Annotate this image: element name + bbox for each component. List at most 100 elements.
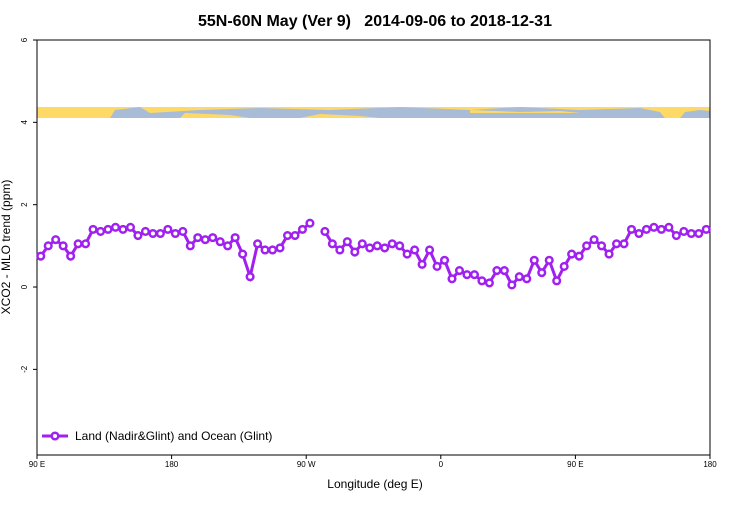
data-point xyxy=(701,224,711,234)
data-point xyxy=(43,241,53,251)
data-point xyxy=(492,266,502,276)
data-point xyxy=(58,241,68,251)
data-point xyxy=(238,249,248,259)
y-tick-label: 4 xyxy=(20,120,29,125)
data-point xyxy=(118,224,128,234)
data-point xyxy=(619,239,629,249)
data-point xyxy=(282,231,293,241)
data-point xyxy=(275,243,285,253)
data-point xyxy=(342,237,352,247)
data-point xyxy=(51,235,61,245)
data-point xyxy=(417,259,427,269)
data-point xyxy=(589,235,599,245)
data-point xyxy=(163,224,173,234)
y-tick-label: -2 xyxy=(20,365,29,373)
data-point xyxy=(140,226,150,236)
data-point xyxy=(320,226,330,236)
y-tick-label: 6 xyxy=(20,37,29,42)
data-point xyxy=(477,276,487,286)
data-point xyxy=(664,222,674,232)
data-point xyxy=(103,224,113,234)
data-point xyxy=(552,276,562,286)
data-point xyxy=(357,239,367,249)
data-point xyxy=(559,261,569,271)
data-point xyxy=(215,237,225,247)
data-point xyxy=(634,228,644,239)
data-point xyxy=(611,239,622,249)
data-point xyxy=(73,239,83,249)
data-point xyxy=(193,233,203,243)
data-point xyxy=(679,226,689,236)
x-tick-label: 90 E xyxy=(29,460,45,469)
data-point xyxy=(529,255,539,265)
data-point xyxy=(597,241,607,251)
data-point xyxy=(402,249,412,259)
data-point xyxy=(208,233,218,243)
data-point xyxy=(350,247,360,257)
data-point xyxy=(81,239,91,249)
y-tick-label: 2 xyxy=(20,202,29,207)
data-point xyxy=(626,224,637,234)
data-point xyxy=(223,241,233,251)
plot-frame xyxy=(36,39,711,456)
data-point xyxy=(335,245,345,255)
data-point xyxy=(96,226,106,236)
data-point xyxy=(447,274,457,284)
data-point xyxy=(268,245,278,255)
data-point xyxy=(290,231,300,241)
x-tick-label: 0 xyxy=(439,460,444,469)
data-point xyxy=(148,228,158,239)
data-point xyxy=(380,243,390,253)
data-point xyxy=(245,272,255,282)
data-point xyxy=(641,224,651,234)
y-axis-label: XCO2 - MLO trend (ppm) xyxy=(0,180,13,315)
data-point xyxy=(253,239,263,249)
data-point xyxy=(582,241,592,251)
data-point xyxy=(185,241,195,251)
data-point xyxy=(671,231,681,241)
x-axis-label: Longitude (deg E) xyxy=(327,477,422,491)
legend-marker xyxy=(50,431,60,441)
data-point xyxy=(155,228,165,239)
data-point xyxy=(469,270,480,280)
data-point xyxy=(387,239,397,249)
data-point xyxy=(395,241,405,251)
data-point xyxy=(305,218,315,228)
data-point xyxy=(66,251,76,261)
data-point xyxy=(372,241,382,251)
data-point xyxy=(694,228,704,239)
data-point xyxy=(686,228,696,239)
y-tick-label: 0 xyxy=(20,284,29,289)
data-point xyxy=(88,224,98,234)
data-point xyxy=(133,231,143,241)
data-point xyxy=(567,249,577,259)
data-point xyxy=(484,278,494,288)
data-point xyxy=(365,243,375,253)
data-point xyxy=(454,266,465,276)
data-point xyxy=(125,222,136,232)
data-point xyxy=(522,274,532,284)
data-point xyxy=(499,266,509,276)
data-point xyxy=(462,270,472,280)
x-tick-label: 90 W xyxy=(297,460,316,469)
data-point xyxy=(656,224,666,234)
data-point xyxy=(110,222,121,232)
data-point xyxy=(649,222,659,232)
data-point xyxy=(432,261,442,271)
data-point xyxy=(410,245,420,255)
x-tick-label: 180 xyxy=(165,460,179,469)
chart-title: 55N-60N May (Ver 9) 2014-09-06 to 2018-1… xyxy=(198,13,552,30)
data-point xyxy=(537,268,547,278)
x-tick-label: 180 xyxy=(703,460,717,469)
data-point xyxy=(574,251,584,261)
data-point xyxy=(425,245,435,255)
x-tick-label: 90 E xyxy=(567,460,583,469)
legend-label: Land (Nadir&Glint) and Ocean (Glint) xyxy=(75,429,272,443)
data-point xyxy=(170,228,180,239)
data-point xyxy=(514,272,524,282)
data-point xyxy=(297,224,308,234)
data-point xyxy=(36,251,46,261)
data-point xyxy=(544,255,554,265)
